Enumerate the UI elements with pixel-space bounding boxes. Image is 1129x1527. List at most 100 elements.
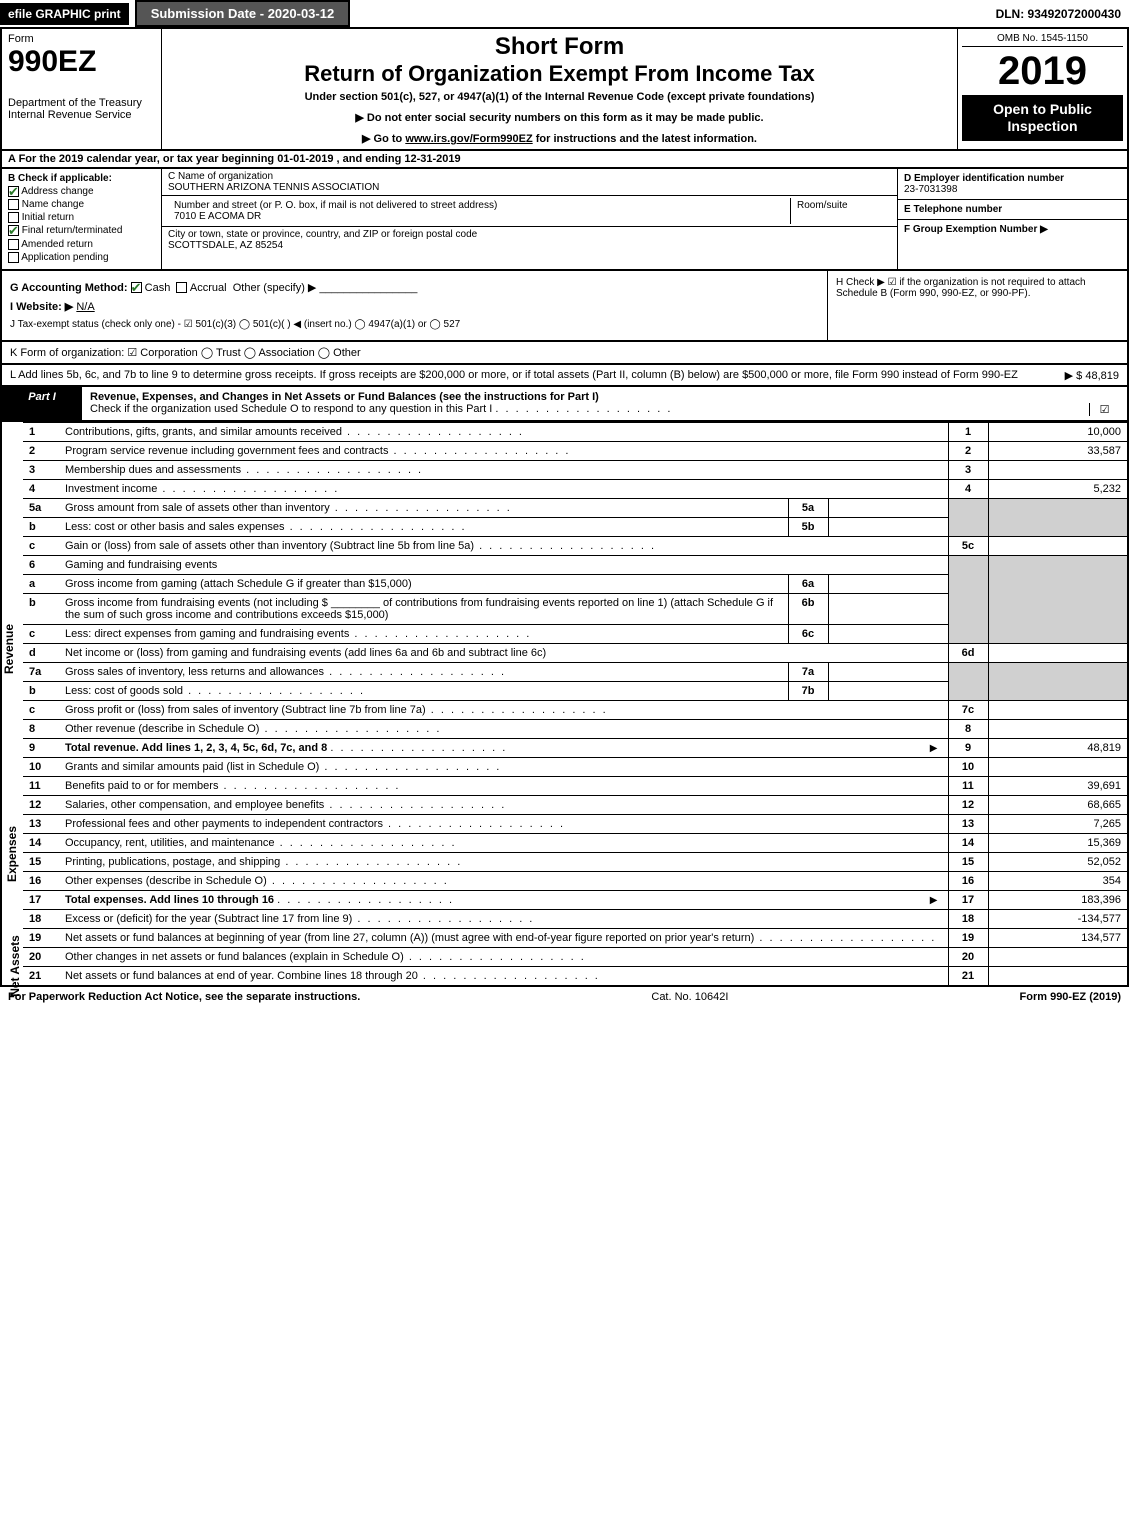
footer-form-ref: Form 990-EZ (2019)	[1020, 991, 1121, 1003]
line-15-val: 52,052	[988, 852, 1128, 871]
line-k: K Form of organization: ☑ Corporation ◯ …	[0, 342, 1129, 365]
line-6-desc: Gaming and fundraising events	[59, 555, 948, 574]
part-1-label: Part I	[2, 387, 82, 420]
line-2-desc: Program service revenue including govern…	[59, 441, 948, 460]
line-14-val: 15,369	[988, 833, 1128, 852]
line-l: L Add lines 5b, 6c, and 7b to line 9 to …	[0, 365, 1129, 387]
line-6c-desc: Less: direct expenses from gaming and fu…	[59, 624, 788, 643]
line-18-desc: Excess or (deficit) for the year (Subtra…	[59, 909, 948, 928]
line-7c-desc: Gross profit or (loss) from sales of inv…	[59, 700, 948, 719]
line-19-desc: Net assets or fund balances at beginning…	[59, 928, 948, 947]
col-def: D Employer identification number 23-7031…	[897, 169, 1127, 269]
chk-application-pending[interactable]: Application pending	[8, 252, 155, 263]
line-5c-desc: Gain or (loss) from sale of assets other…	[59, 536, 948, 555]
line-5b-val	[828, 517, 948, 536]
room-suite-label: Room/suite	[791, 198, 891, 224]
revenue-side-label: Revenue	[2, 624, 16, 674]
info-ghij: G Accounting Method: Cash Accrual Other …	[0, 271, 1129, 342]
city-label: City or town, state or province, country…	[168, 229, 891, 240]
c-name-label: C Name of organization	[168, 171, 891, 182]
footer-cat-no: Cat. No. 10642I	[360, 991, 1019, 1003]
ein-value: 23-7031398	[904, 184, 957, 195]
header-left: Form 990EZ Department of the Treasury In…	[2, 29, 162, 149]
tax-year: 2019	[962, 47, 1123, 95]
col-c-org-info: C Name of organization SOUTHERN ARIZONA …	[162, 169, 897, 269]
header-center: Short Form Return of Organization Exempt…	[162, 29, 957, 149]
submission-date-button[interactable]: Submission Date - 2020-03-12	[135, 0, 351, 27]
line-l-amount: ▶ $ 48,819	[1065, 369, 1119, 382]
part-1-check[interactable]: ☑	[1089, 403, 1119, 416]
line-3-val	[988, 460, 1128, 479]
d-ein-label: D Employer identification number	[904, 173, 1064, 184]
line-21-val	[988, 966, 1128, 986]
line-7a-val	[828, 662, 948, 681]
line-14-desc: Occupancy, rent, utilities, and maintena…	[59, 833, 948, 852]
section-bcdef: B Check if applicable: Address change Na…	[0, 169, 1129, 271]
line-11-desc: Benefits paid to or for members	[59, 776, 948, 795]
line-12-val: 68,665	[988, 795, 1128, 814]
goto-post: for instructions and the latest informat…	[533, 133, 757, 145]
line-19-val: 134,577	[988, 928, 1128, 947]
line-i: I Website: ▶ N/A	[10, 300, 819, 313]
line-6b-val	[828, 593, 948, 624]
f-group-label: F Group Exemption Number ▶	[904, 224, 1048, 235]
org-address: 7010 E ACOMA DR	[174, 211, 784, 222]
e-phone-label: E Telephone number	[904, 204, 1002, 215]
line-7b-desc: Less: cost of goods sold	[59, 681, 788, 700]
col-b-checkboxes: B Check if applicable: Address change Na…	[2, 169, 162, 269]
chk-name-change[interactable]: Name change	[8, 199, 155, 210]
line-17-val: 183,396	[988, 890, 1128, 909]
line-16-desc: Other expenses (describe in Schedule O)	[59, 871, 948, 890]
irs-link[interactable]: www.irs.gov/Form990EZ	[405, 133, 532, 145]
chk-initial-return[interactable]: Initial return	[8, 212, 155, 223]
goto-pre: ▶ Go to	[362, 133, 405, 145]
part-1-header: Part I Revenue, Expenses, and Changes in…	[0, 387, 1129, 422]
goto-note: ▶ Go to www.irs.gov/Form990EZ for instru…	[172, 132, 947, 145]
line-10-desc: Grants and similar amounts paid (list in…	[59, 757, 948, 776]
line-17-desc: Total expenses. Add lines 10 through 16	[59, 890, 948, 909]
line-8-desc: Other revenue (describe in Schedule O)	[59, 719, 948, 738]
line-4-val: 5,232	[988, 479, 1128, 498]
short-form-title: Short Form	[172, 33, 947, 61]
line-11-val: 39,691	[988, 776, 1128, 795]
line-h: H Check ▶ ☑ if the organization is not r…	[827, 271, 1127, 340]
line-5a-val	[828, 498, 948, 517]
line-g: G Accounting Method: Cash Accrual Other …	[10, 281, 819, 294]
line-10-val	[988, 757, 1128, 776]
top-bar: efile GRAPHIC print Submission Date - 20…	[0, 0, 1129, 29]
line-16-val: 354	[988, 871, 1128, 890]
line-9-desc: Total revenue. Add lines 1, 2, 3, 4, 5c,…	[59, 738, 948, 757]
line-5b-desc: Less: cost or other basis and sales expe…	[59, 517, 788, 536]
chk-cash[interactable]	[131, 282, 142, 293]
line-a-tax-year: A For the 2019 calendar year, or tax yea…	[0, 151, 1129, 169]
line-18-val: -134,577	[988, 909, 1128, 928]
line-5a-desc: Gross amount from sale of assets other t…	[59, 498, 788, 517]
line-15-desc: Printing, publications, postage, and shi…	[59, 852, 948, 871]
efile-print-button[interactable]: efile GRAPHIC print	[0, 3, 129, 25]
org-city: SCOTTSDALE, AZ 85254	[168, 240, 891, 251]
chk-address-change[interactable]: Address change	[8, 186, 155, 197]
line-21-desc: Net assets or fund balances at end of ye…	[59, 966, 948, 986]
chk-amended-return[interactable]: Amended return	[8, 239, 155, 250]
part-1-sub: Check if the organization used Schedule …	[90, 403, 492, 415]
ssn-note: ▶ Do not enter social security numbers o…	[172, 111, 947, 124]
chk-final-return[interactable]: Final return/terminated	[8, 225, 155, 236]
line-20-val	[988, 947, 1128, 966]
line-2-val: 33,587	[988, 441, 1128, 460]
line-12-desc: Salaries, other compensation, and employ…	[59, 795, 948, 814]
chk-accrual[interactable]	[176, 282, 187, 293]
page-footer: For Paperwork Reduction Act Notice, see …	[0, 987, 1129, 1007]
line-9-val: 48,819	[988, 738, 1128, 757]
header-right: OMB No. 1545-1150 2019 Open to Public In…	[957, 29, 1127, 149]
line-6d-desc: Net income or (loss) from gaming and fun…	[59, 643, 948, 662]
irs-label: Internal Revenue Service	[8, 109, 155, 121]
line-6a-desc: Gross income from gaming (attach Schedul…	[59, 574, 788, 593]
open-to-public: Open to Public Inspection	[962, 95, 1123, 141]
org-name: SOUTHERN ARIZONA TENNIS ASSOCIATION	[168, 182, 891, 193]
line-13-val: 7,265	[988, 814, 1128, 833]
part-1-title: Revenue, Expenses, and Changes in Net As…	[90, 391, 599, 403]
part-1-table: Revenue 1Contributions, gifts, grants, a…	[0, 422, 1129, 987]
form-word: Form	[8, 33, 155, 45]
form-subtitle: Under section 501(c), 527, or 4947(a)(1)…	[172, 91, 947, 103]
line-j: J Tax-exempt status (check only one) - ☑…	[10, 319, 819, 330]
